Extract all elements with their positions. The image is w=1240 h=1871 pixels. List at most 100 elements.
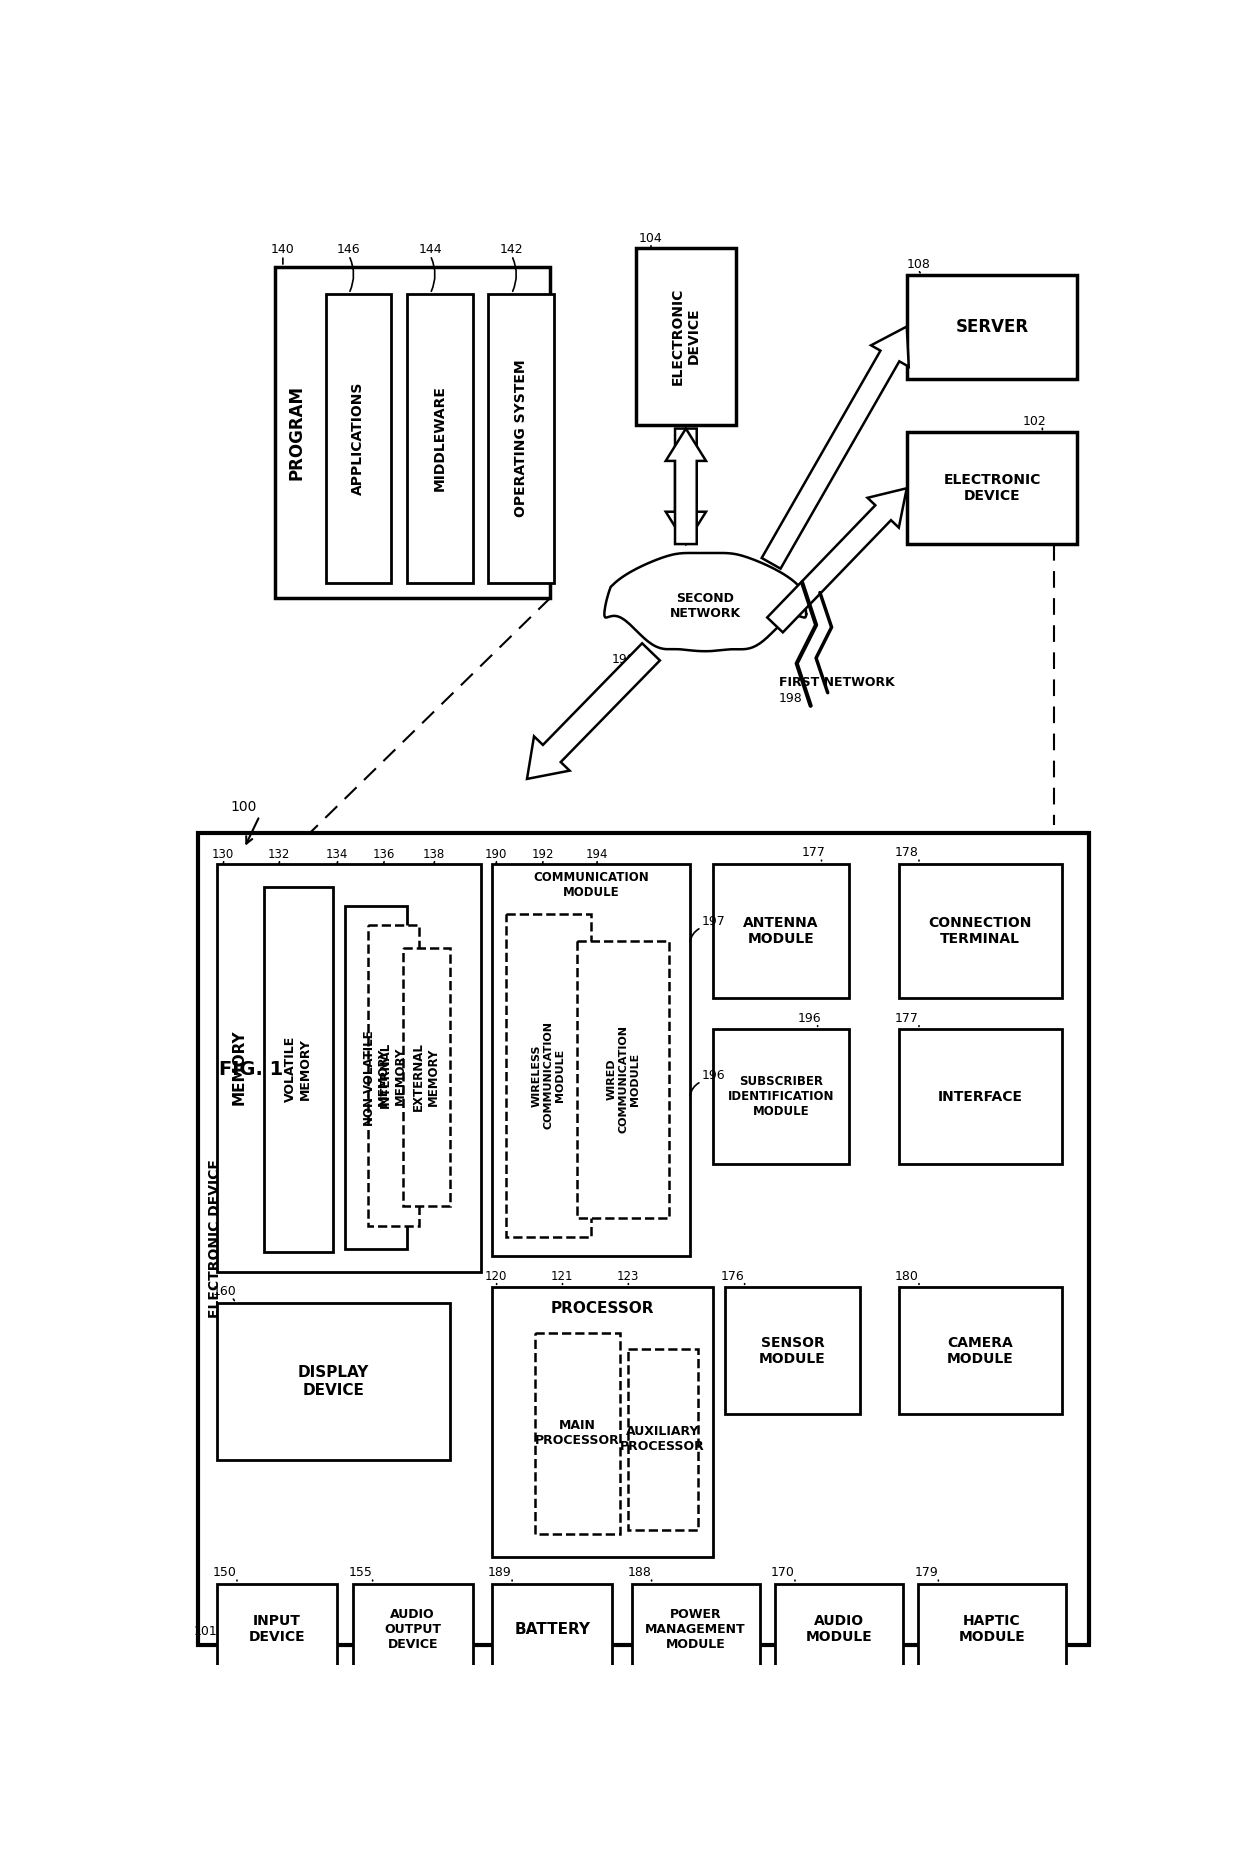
Text: ELECTRONIC DEVICE: ELECTRONIC DEVICE bbox=[207, 1160, 222, 1319]
Bar bbox=[578, 941, 668, 1218]
Bar bbox=[492, 864, 689, 1255]
Text: WIRED
COMMUNICATION
MODULE: WIRED COMMUNICATION MODULE bbox=[606, 1025, 640, 1134]
Text: 104: 104 bbox=[639, 232, 663, 245]
Text: 180: 180 bbox=[895, 1270, 919, 1284]
Text: MIDDLEWARE: MIDDLEWARE bbox=[433, 385, 446, 490]
Bar bbox=[492, 1583, 613, 1675]
Text: ANTENNA
MODULE: ANTENNA MODULE bbox=[743, 917, 818, 947]
Text: 179: 179 bbox=[914, 1566, 937, 1579]
Text: VOLATILE
MEMORY: VOLATILE MEMORY bbox=[284, 1037, 312, 1102]
Text: PROCESSOR: PROCESSOR bbox=[551, 1300, 655, 1315]
Text: 198: 198 bbox=[779, 692, 802, 705]
Text: POWER
MANAGEMENT
MODULE: POWER MANAGEMENT MODULE bbox=[645, 1607, 746, 1650]
Text: CAMERA
MODULE: CAMERA MODULE bbox=[947, 1336, 1014, 1366]
Text: 177: 177 bbox=[895, 1012, 919, 1025]
Text: 196: 196 bbox=[702, 1068, 725, 1081]
Bar bbox=[275, 268, 551, 599]
Bar bbox=[724, 1287, 861, 1414]
Bar bbox=[899, 864, 1061, 999]
Text: 120: 120 bbox=[485, 1270, 507, 1284]
Text: 130: 130 bbox=[212, 848, 234, 861]
Polygon shape bbox=[768, 488, 906, 632]
Bar bbox=[899, 1029, 1061, 1164]
Text: NON-VOLATILE
MEMORY: NON-VOLATILE MEMORY bbox=[362, 1029, 389, 1124]
Text: INPUT
DEVICE: INPUT DEVICE bbox=[249, 1615, 305, 1645]
Text: HAPTIC
MODULE: HAPTIC MODULE bbox=[959, 1615, 1025, 1645]
Text: AUDIO
OUTPUT
DEVICE: AUDIO OUTPUT DEVICE bbox=[384, 1607, 441, 1650]
Text: 132: 132 bbox=[268, 848, 290, 861]
Text: 146: 146 bbox=[337, 243, 361, 256]
Bar bbox=[345, 906, 407, 1248]
Text: MEMORY: MEMORY bbox=[231, 1029, 247, 1106]
Text: 178: 178 bbox=[895, 846, 919, 859]
Text: 199: 199 bbox=[613, 653, 636, 666]
Bar bbox=[217, 1302, 449, 1461]
Bar bbox=[899, 1287, 1061, 1414]
Text: 134: 134 bbox=[326, 848, 348, 861]
Polygon shape bbox=[666, 428, 706, 544]
Text: 188: 188 bbox=[627, 1566, 651, 1579]
Text: 101: 101 bbox=[193, 1624, 217, 1637]
Text: 197: 197 bbox=[702, 915, 725, 928]
Bar bbox=[627, 1349, 697, 1530]
Text: ELECTRONIC
DEVICE: ELECTRONIC DEVICE bbox=[944, 473, 1040, 503]
Text: ELECTRONIC
DEVICE: ELECTRONIC DEVICE bbox=[671, 288, 701, 385]
Text: FIRST NETWORK: FIRST NETWORK bbox=[779, 675, 894, 689]
Bar bbox=[906, 275, 1078, 378]
Text: SUBSCRIBER
IDENTIFICATION
MODULE: SUBSCRIBER IDENTIFICATION MODULE bbox=[728, 1076, 835, 1119]
Bar bbox=[197, 833, 1089, 1645]
Text: 170: 170 bbox=[771, 1566, 795, 1579]
Bar bbox=[492, 1287, 713, 1557]
Text: OPERATING SYSTEM: OPERATING SYSTEM bbox=[515, 359, 528, 516]
Text: 144: 144 bbox=[418, 243, 441, 256]
Bar bbox=[217, 1583, 337, 1675]
Bar bbox=[506, 913, 591, 1237]
Text: 108: 108 bbox=[906, 258, 930, 271]
Bar bbox=[713, 1029, 848, 1164]
Polygon shape bbox=[527, 644, 660, 778]
Text: 155: 155 bbox=[348, 1566, 372, 1579]
Text: 189: 189 bbox=[489, 1566, 512, 1579]
Text: 142: 142 bbox=[500, 243, 523, 256]
Text: EXTERNAL
MEMORY: EXTERNAL MEMORY bbox=[412, 1042, 440, 1111]
Bar bbox=[906, 432, 1078, 544]
Text: 190: 190 bbox=[485, 848, 507, 861]
Text: 150: 150 bbox=[213, 1566, 237, 1579]
Bar bbox=[352, 1583, 472, 1675]
Text: 123: 123 bbox=[616, 1270, 639, 1284]
Polygon shape bbox=[761, 327, 909, 569]
Bar bbox=[263, 887, 334, 1252]
Bar bbox=[919, 1583, 1065, 1675]
Bar bbox=[407, 294, 472, 582]
Text: 196: 196 bbox=[799, 1012, 822, 1025]
Bar bbox=[368, 926, 419, 1226]
Text: 138: 138 bbox=[423, 848, 445, 861]
Bar bbox=[713, 864, 848, 999]
Text: AUDIO
MODULE: AUDIO MODULE bbox=[806, 1615, 872, 1645]
Text: CONNECTION
TERMINAL: CONNECTION TERMINAL bbox=[929, 917, 1032, 947]
Text: FIG. 1: FIG. 1 bbox=[218, 1061, 283, 1080]
Bar bbox=[534, 1334, 620, 1534]
Text: INTERFACE: INTERFACE bbox=[937, 1089, 1023, 1104]
Text: 194: 194 bbox=[585, 848, 608, 861]
Text: SECOND
NETWORK: SECOND NETWORK bbox=[670, 591, 740, 619]
Text: SERVER: SERVER bbox=[956, 318, 1028, 335]
Polygon shape bbox=[604, 554, 806, 651]
Bar bbox=[635, 247, 737, 425]
Text: BATTERY: BATTERY bbox=[515, 1622, 590, 1637]
Bar bbox=[775, 1583, 903, 1675]
Text: DISPLAY
DEVICE: DISPLAY DEVICE bbox=[298, 1366, 370, 1398]
Text: 160: 160 bbox=[213, 1285, 237, 1298]
Text: APPLICATIONS: APPLICATIONS bbox=[351, 382, 366, 496]
Text: AUXILIARY
PROCESSOR: AUXILIARY PROCESSOR bbox=[620, 1426, 706, 1452]
Text: WIRELESS
COMMUNICATION
MODULE: WIRELESS COMMUNICATION MODULE bbox=[532, 1022, 565, 1130]
Text: MAIN
PROCESSOR: MAIN PROCESSOR bbox=[534, 1420, 620, 1448]
Text: 102: 102 bbox=[1023, 415, 1047, 428]
Text: 140: 140 bbox=[272, 243, 295, 256]
Bar bbox=[489, 294, 554, 582]
Text: 136: 136 bbox=[372, 848, 394, 861]
Bar bbox=[403, 949, 449, 1207]
Text: 100: 100 bbox=[231, 799, 258, 814]
Bar bbox=[217, 864, 481, 1272]
Text: SENSOR
MODULE: SENSOR MODULE bbox=[759, 1336, 826, 1366]
